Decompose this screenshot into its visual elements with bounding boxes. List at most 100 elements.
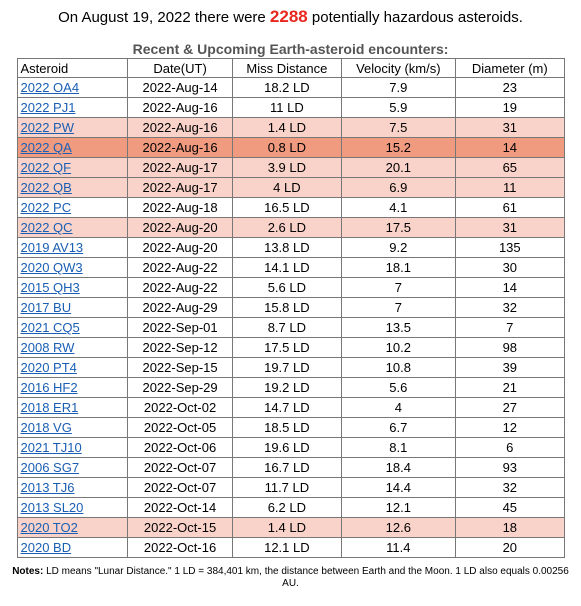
diameter-cell: 31	[455, 117, 565, 138]
diameter-cell: 7	[455, 317, 565, 338]
table-row: 2019 AV13 2022-Aug-20 13.8 LD 9.2 135	[16, 237, 565, 258]
table-row: 2015 QH3 2022-Aug-22 5.6 LD 7 14	[16, 277, 565, 298]
miss-distance-cell: 15.8 LD	[232, 297, 342, 318]
encounters-table-title: Recent & Upcoming Earth-asteroid encount…	[132, 41, 449, 57]
date-cell: 2022-Oct-06	[126, 437, 234, 458]
header-miss-distance: Miss Distance	[232, 58, 342, 78]
velocity-cell: 7	[340, 297, 457, 318]
table-row: 2020 TO2 2022-Oct-15 1.4 LD 12.6 18	[16, 517, 565, 538]
asteroid-link[interactable]: 2013 SL20	[20, 500, 84, 515]
date-cell: 2022-Sep-15	[126, 357, 234, 378]
date-cell: 2022-Aug-20	[126, 217, 234, 238]
asteroid-link[interactable]: 2022 QF	[20, 160, 72, 175]
miss-distance-cell: 19.7 LD	[232, 357, 342, 378]
diameter-cell: 135	[455, 237, 565, 258]
diameter-cell: 12	[455, 417, 565, 438]
table-row: 2022 PC 2022-Aug-18 16.5 LD 4.1 61	[16, 197, 565, 218]
diameter-cell: 6	[455, 437, 565, 458]
asteroid-link[interactable]: 2022 QA	[20, 140, 72, 155]
miss-distance-cell: 14.7 LD	[232, 397, 342, 418]
notes: Notes: LD means "Lunar Distance." 1 LD =…	[11, 566, 571, 590]
asteroid-cell: 2022 QF	[16, 157, 128, 178]
asteroid-link[interactable]: 2020 QW3	[20, 260, 83, 275]
table-row: 2020 PT4 2022-Sep-15 19.7 LD 10.8 39	[16, 357, 565, 378]
asteroid-cell: 2020 TO2	[16, 517, 128, 538]
asteroid-link[interactable]: 2021 CQ5	[20, 320, 80, 335]
table-row: 2020 QW3 2022-Aug-22 14.1 LD 18.1 30	[16, 257, 565, 278]
velocity-cell: 14.4	[340, 477, 457, 498]
asteroid-link[interactable]: 2015 QH3	[20, 280, 80, 295]
velocity-cell: 15.2	[340, 137, 457, 158]
date-cell: 2022-Oct-15	[126, 517, 234, 538]
miss-distance-cell: 1.4 LD	[232, 517, 342, 538]
header-velocity: Velocity (km/s)	[340, 58, 457, 78]
miss-distance-cell: 19.6 LD	[232, 437, 342, 458]
asteroid-link[interactable]: 2019 AV13	[20, 240, 84, 255]
asteroid-cell: 2022 OA4	[16, 77, 128, 98]
asteroid-link[interactable]: 2018 ER1	[20, 400, 79, 415]
asteroid-cell: 2020 QW3	[16, 257, 128, 278]
asteroid-link[interactable]: 2022 PC	[20, 200, 72, 215]
date-cell: 2022-Aug-18	[126, 197, 234, 218]
asteroid-link[interactable]: 2008 RW	[20, 340, 75, 355]
hazardous-asteroid-headline: On August 19, 2022 there were 2288 poten…	[0, 6, 581, 28]
date-cell: 2022-Oct-02	[126, 397, 234, 418]
asteroid-link[interactable]: 2022 PJ1	[20, 100, 76, 115]
hazardous-asteroid-count: 2288	[269, 7, 308, 26]
velocity-cell: 18.1	[340, 257, 457, 278]
asteroid-link[interactable]: 2020 TO2	[20, 520, 78, 535]
asteroid-link[interactable]: 2022 QC	[20, 220, 73, 235]
velocity-cell: 4	[340, 397, 457, 418]
table-row: 2006 SG7 2022-Oct-07 16.7 LD 18.4 93	[16, 457, 565, 478]
table-row: 2018 VG 2022-Oct-05 18.5 LD 6.7 12	[16, 417, 565, 438]
date-cell: 2022-Sep-12	[126, 337, 234, 358]
asteroid-link[interactable]: 2022 PW	[20, 120, 74, 135]
asteroid-link[interactable]: 2022 OA4	[20, 80, 80, 95]
asteroid-cell: 2022 QB	[16, 177, 128, 198]
asteroid-link[interactable]: 2016 HF2	[20, 380, 78, 395]
asteroid-link[interactable]: 2006 SG7	[20, 460, 80, 475]
notes-text: LD means "Lunar Distance." 1 LD = 384,40…	[43, 566, 569, 589]
table-row: 2017 BU 2022-Aug-29 15.8 LD 7 32	[16, 297, 565, 318]
asteroid-link[interactable]: 2022 QB	[20, 180, 72, 195]
asteroid-cell: 2022 PC	[16, 197, 128, 218]
asteroid-link[interactable]: 2013 TJ6	[20, 480, 75, 495]
miss-distance-cell: 14.1 LD	[232, 257, 342, 278]
miss-distance-cell: 16.7 LD	[232, 457, 342, 478]
asteroid-cell: 2006 SG7	[16, 457, 128, 478]
asteroid-link[interactable]: 2020 PT4	[20, 360, 77, 375]
date-cell: 2022-Aug-16	[126, 137, 234, 158]
header-asteroid: Asteroid	[16, 58, 128, 78]
miss-distance-cell: 12.1 LD	[232, 537, 342, 558]
table-row: 2022 QF 2022-Aug-17 3.9 LD 20.1 65	[16, 157, 565, 178]
asteroid-cell: 2016 HF2	[16, 377, 128, 398]
velocity-cell: 20.1	[340, 157, 457, 178]
table-row: 2021 CQ5 2022-Sep-01 8.7 LD 13.5 7	[16, 317, 565, 338]
velocity-cell: 18.4	[340, 457, 457, 478]
asteroid-link[interactable]: 2021 TJ10	[20, 440, 82, 455]
velocity-cell: 13.5	[340, 317, 457, 338]
asteroid-cell: 2022 PW	[16, 117, 128, 138]
date-cell: 2022-Oct-14	[126, 497, 234, 518]
miss-distance-cell: 13.8 LD	[232, 237, 342, 258]
table-row: 2022 QB 2022-Aug-17 4 LD 6.9 11	[16, 177, 565, 198]
asteroid-cell: 2013 TJ6	[16, 477, 128, 498]
date-cell: 2022-Aug-17	[126, 177, 234, 198]
date-cell: 2022-Oct-07	[126, 457, 234, 478]
table-row: 2018 ER1 2022-Oct-02 14.7 LD 4 27	[16, 397, 565, 418]
asteroid-link[interactable]: 2020 BD	[20, 540, 72, 555]
table-header-row: Asteroid Date(UT) Miss Distance Velocity…	[16, 58, 565, 78]
asteroid-cell: 2018 ER1	[16, 397, 128, 418]
velocity-cell: 17.5	[340, 217, 457, 238]
table-row: 2008 RW 2022-Sep-12 17.5 LD 10.2 98	[16, 337, 565, 358]
date-cell: 2022-Aug-16	[126, 97, 234, 118]
date-cell: 2022-Sep-29	[126, 377, 234, 398]
velocity-cell: 6.7	[340, 417, 457, 438]
asteroid-link[interactable]: 2017 BU	[20, 300, 72, 315]
velocity-cell: 9.2	[340, 237, 457, 258]
asteroid-link[interactable]: 2018 VG	[20, 420, 72, 435]
miss-distance-cell: 11 LD	[232, 97, 342, 118]
date-cell: 2022-Aug-22	[126, 257, 234, 278]
asteroid-cell: 2022 QA	[16, 137, 128, 158]
date-cell: 2022-Aug-29	[126, 297, 234, 318]
